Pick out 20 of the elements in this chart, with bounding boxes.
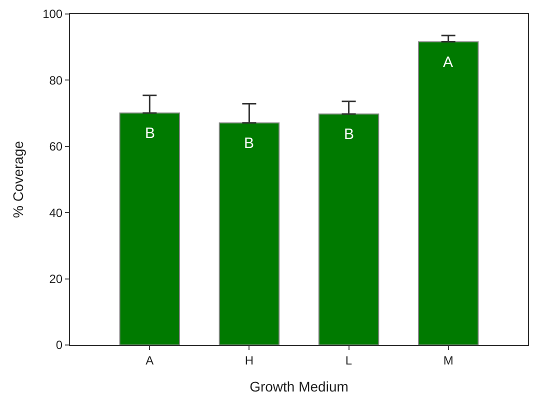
y-tick-label: 100: [42, 7, 63, 22]
y-tick-label: 20: [49, 272, 63, 286]
y-axis-title: % Coverage: [10, 140, 26, 218]
y-tick-label: 40: [49, 206, 63, 220]
annotation: B: [145, 125, 156, 142]
x-tick-label: L: [345, 353, 352, 368]
y-tick-label: 80: [49, 73, 63, 88]
x-tick-label: A: [146, 353, 154, 368]
y-tick-label: 0: [56, 338, 63, 352]
y-tick-label: 60: [49, 140, 63, 154]
bar: [119, 112, 180, 345]
annotation: A: [443, 54, 454, 71]
annotation: B: [244, 135, 254, 152]
x-tick-label: M: [443, 353, 454, 368]
annotation: B: [344, 126, 354, 143]
x-axis-title: Growth Medium: [250, 378, 348, 395]
bar: [218, 122, 280, 345]
x-tick-label: H: [244, 353, 254, 368]
bar: [318, 113, 380, 345]
bar: [418, 41, 479, 345]
